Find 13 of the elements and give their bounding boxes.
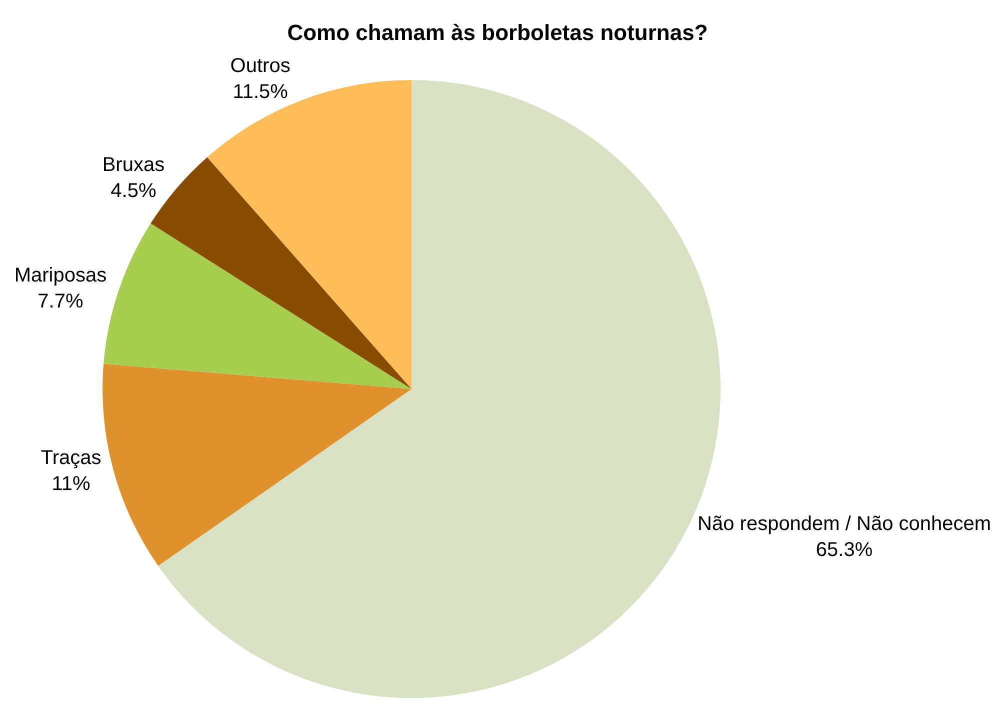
data-label: 11.5% [232,80,288,103]
slice-label: Não respondem / Não conhecem [698,513,992,535]
slice-label: Traças [40,447,102,470]
chart-title: Como chamam às borboletas noturnas? [287,20,708,46]
pie-slice [207,80,412,389]
slice-label: Mariposas [14,264,107,286]
pie-slice [102,364,412,566]
slice-label: Bruxas [102,154,165,176]
data-label: 11% [52,473,91,496]
data-label: 7.7% [38,290,84,312]
data-label: 65.3% [816,539,873,561]
data-label: 4.5% [110,180,156,202]
slice-label: Outros [230,54,290,77]
